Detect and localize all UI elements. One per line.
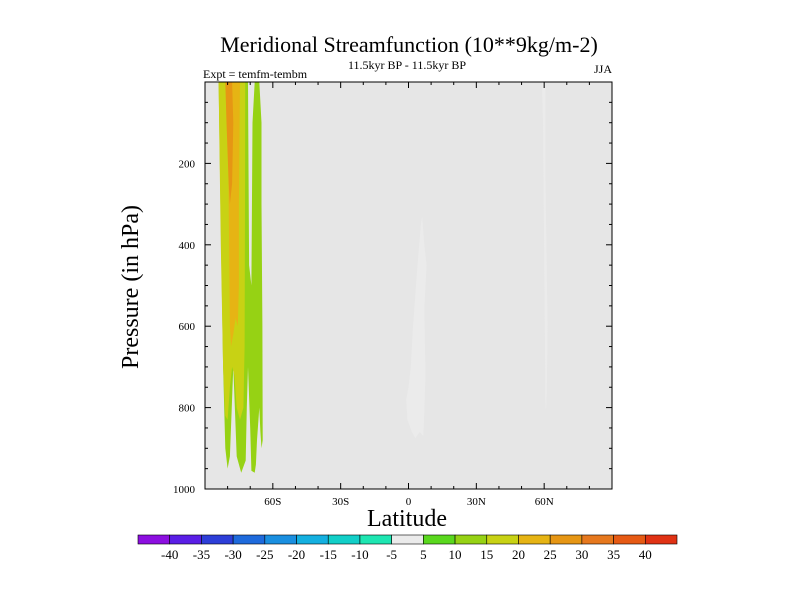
contour-nh-high-latitude-cell — [541, 82, 548, 412]
colorbar-label: 5 — [420, 547, 427, 562]
colorbar-swatch — [486, 534, 519, 545]
axis-ticks: 60S 30S 0 30N 60N 200 400 600 800 1000 — [173, 82, 612, 508]
y-tick-label: 600 — [179, 321, 196, 333]
colorbar-label: 15 — [480, 547, 493, 562]
colorbar: -40 -35 -30 -25 -20 -15 -10 -5 5 10 15 20 25 30 35 40 — [137, 534, 678, 562]
colorbar-swatch — [613, 534, 646, 545]
chart-title: Meridional Streamfunction (10**9kg/m-2) — [220, 32, 598, 57]
chart-subtitle: 11.5kyr BP - 11.5kyr BP — [348, 58, 466, 72]
colorbar-label: -20 — [288, 547, 305, 562]
colorbar-label: -10 — [351, 547, 368, 562]
plot-background — [205, 82, 612, 489]
colorbar-label: -15 — [320, 547, 337, 562]
colorbar-swatch — [169, 534, 202, 545]
x-tick-label: 0 — [406, 496, 412, 508]
colorbar-label: 35 — [607, 547, 620, 562]
colorbar-swatch — [296, 534, 329, 545]
colorbar-swatch — [423, 534, 456, 545]
y-tick-label: 400 — [179, 240, 196, 252]
colorbar-label: -35 — [193, 547, 210, 562]
y-axis-label: Pressure (in hPa) — [118, 205, 144, 369]
colorbar-swatch — [327, 534, 361, 545]
contour-sh-polar-cell-core — [225, 82, 234, 205]
x-tick-label: 60N — [535, 496, 554, 508]
y-tick-label: 1000 — [173, 484, 196, 496]
y-tick-label: 800 — [179, 403, 196, 415]
x-tick-label: 60S — [264, 496, 281, 508]
colorbar-swatch — [581, 534, 614, 545]
colorbar-label: -30 — [224, 547, 241, 562]
colorbar-label: 10 — [449, 547, 462, 562]
colorbar-label: -5 — [386, 547, 397, 562]
colorbar-label: 20 — [512, 547, 525, 562]
colorbar-swatch — [201, 534, 234, 545]
colorbar-label: 25 — [544, 547, 557, 562]
colorbar-swatch — [391, 534, 424, 545]
colorbar-swatch — [549, 534, 583, 545]
colorbar-swatch — [644, 534, 678, 545]
colorbar-swatch — [137, 534, 171, 545]
contour-sh-polar-cell-inner — [218, 82, 240, 347]
colorbar-swatch — [454, 534, 488, 545]
experiment-label: Expt = temfm-tembm — [203, 67, 308, 81]
colorbar-swatch — [518, 534, 551, 545]
contour-regions — [211, 82, 548, 473]
contour-tropical-cell — [406, 216, 427, 439]
colorbar-label: -40 — [161, 547, 178, 562]
x-tick-label: 30N — [467, 496, 486, 508]
colorbar-swatch — [264, 534, 297, 545]
colorbar-label: 40 — [639, 547, 652, 562]
x-axis-label: Latitude — [367, 506, 447, 532]
x-tick-label: 30S — [332, 496, 349, 508]
colorbar-label: 30 — [575, 547, 588, 562]
season-label: JJA — [594, 62, 612, 76]
colorbar-label: -25 — [256, 547, 273, 562]
colorbar-swatch — [359, 534, 392, 545]
y-tick-label: 200 — [179, 158, 196, 170]
colorbar-swatch — [232, 534, 266, 545]
